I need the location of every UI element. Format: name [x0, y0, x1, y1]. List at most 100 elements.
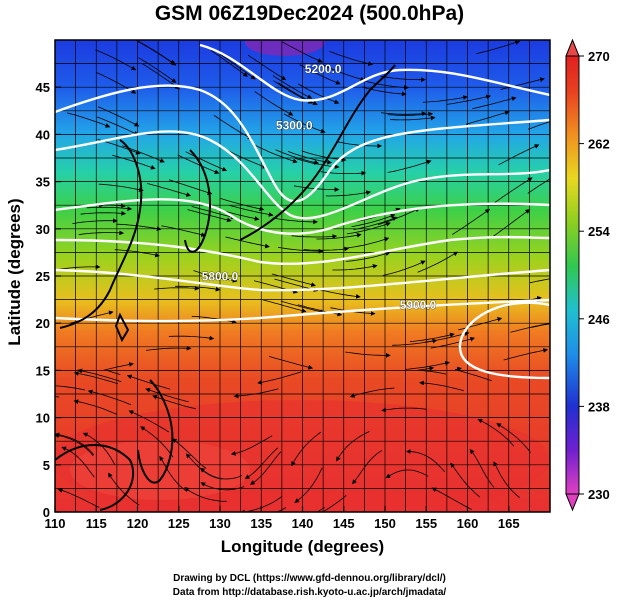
streamline [128, 410, 170, 433]
streamline [336, 141, 383, 149]
streamline [137, 41, 177, 66]
streamline [272, 217, 318, 225]
streamline [344, 237, 390, 249]
streamline [469, 448, 495, 488]
colorbar-bottom-triangle [565, 493, 580, 512]
x-tick-label: 125 [168, 516, 190, 531]
streamline [527, 121, 550, 130]
taiwan-coast [114, 312, 130, 343]
streamline [219, 198, 265, 212]
contour-labels: 5200.0 5300.0 5800.0 5900.0 [201, 62, 437, 313]
streamlines [55, 40, 550, 512]
streamline [493, 209, 531, 237]
streamline [262, 299, 307, 313]
streamline [141, 63, 180, 90]
philippines-coast [137, 379, 174, 484]
streamline [191, 206, 236, 220]
colorbar-tick-label: 230 [588, 487, 610, 502]
streamline [404, 360, 450, 370]
streamline [98, 183, 144, 192]
streamline [55, 385, 86, 391]
streamline [247, 54, 287, 81]
streamline [168, 335, 215, 341]
streamline [257, 371, 302, 385]
streamline [345, 351, 391, 358]
x-tick-label: 130 [209, 516, 231, 531]
y-tick-label: 10 [36, 411, 50, 426]
streamline [346, 222, 391, 235]
streamline [493, 461, 521, 499]
streamline [147, 183, 192, 197]
streamline [87, 389, 132, 406]
y-tick-label: 20 [36, 316, 50, 331]
x-axis-label: Longitude (degrees) [220, 537, 385, 556]
streamline [283, 113, 326, 134]
coastlines [55, 64, 396, 511]
y-tick-label: 35 [36, 175, 50, 190]
streamline [380, 75, 426, 83]
streamline [55, 396, 60, 398]
streamline [361, 86, 407, 97]
colorbar-tick-label: 262 [588, 137, 610, 152]
credit-line-2: Data from http://database.rish.kyoto-u.a… [172, 587, 447, 598]
contour-5800 [55, 298, 550, 323]
streamline [351, 213, 396, 227]
x-tick-label: 145 [333, 516, 355, 531]
streamline [322, 64, 366, 82]
streamline [140, 426, 174, 458]
streamline [228, 204, 274, 217]
streamline [230, 435, 273, 456]
streamline [86, 206, 133, 212]
streamline [55, 433, 94, 457]
streamline [159, 455, 188, 492]
streamline [96, 116, 139, 136]
streamline [316, 232, 362, 240]
streamline [390, 115, 436, 121]
streamline [452, 208, 491, 235]
streamline [465, 110, 510, 125]
streamline [503, 348, 549, 361]
contour-label: 5200.0 [305, 62, 342, 76]
streamline [332, 264, 378, 271]
streamline [80, 210, 127, 216]
streamline [294, 467, 323, 503]
x-axis: 110 115 120 125 130 135 140 145 150 155 160 165 [45, 506, 520, 531]
streamline [278, 247, 324, 254]
y-tick-label: 25 [36, 269, 50, 284]
contour-label: 5300.0 [276, 119, 313, 133]
streamline [325, 190, 372, 197]
streamline [353, 216, 398, 230]
y-tick-label: 5 [43, 458, 50, 473]
streamline [185, 151, 228, 172]
colorbar-top-triangle [565, 38, 580, 57]
streamline [184, 487, 227, 502]
x-tick-label: 140 [292, 516, 314, 531]
streamline [291, 234, 338, 239]
y-axis-label: Latitude (degrees) [5, 198, 24, 346]
streamline [97, 106, 140, 127]
streamline [352, 450, 383, 485]
colorbar-tick-label: 238 [588, 399, 610, 414]
colorbar-tick-label: 270 [588, 49, 610, 64]
streamline [55, 264, 101, 271]
streamline [382, 260, 426, 276]
streamline [446, 94, 492, 105]
streamline [385, 469, 429, 479]
y-tick-label: 30 [36, 222, 50, 237]
streamline [145, 345, 192, 351]
y-tick-label: 0 [43, 505, 50, 520]
streamline [476, 40, 521, 55]
plot-title: GSM 06Z19Dec2024 (500.0hPa) [154, 2, 465, 25]
contour-label: 5800.0 [202, 270, 239, 284]
colorbar-tick-label: 254 [588, 224, 610, 239]
streamline [345, 251, 391, 262]
x-tick-label: 160 [457, 516, 479, 531]
china-coast [59, 139, 143, 329]
streamline [498, 144, 540, 166]
streamline [168, 179, 213, 195]
streamline [72, 218, 118, 224]
streamline [126, 374, 171, 390]
y-tick-label: 45 [36, 80, 50, 95]
streamline [316, 506, 326, 512]
x-tick-label: 150 [374, 516, 396, 531]
